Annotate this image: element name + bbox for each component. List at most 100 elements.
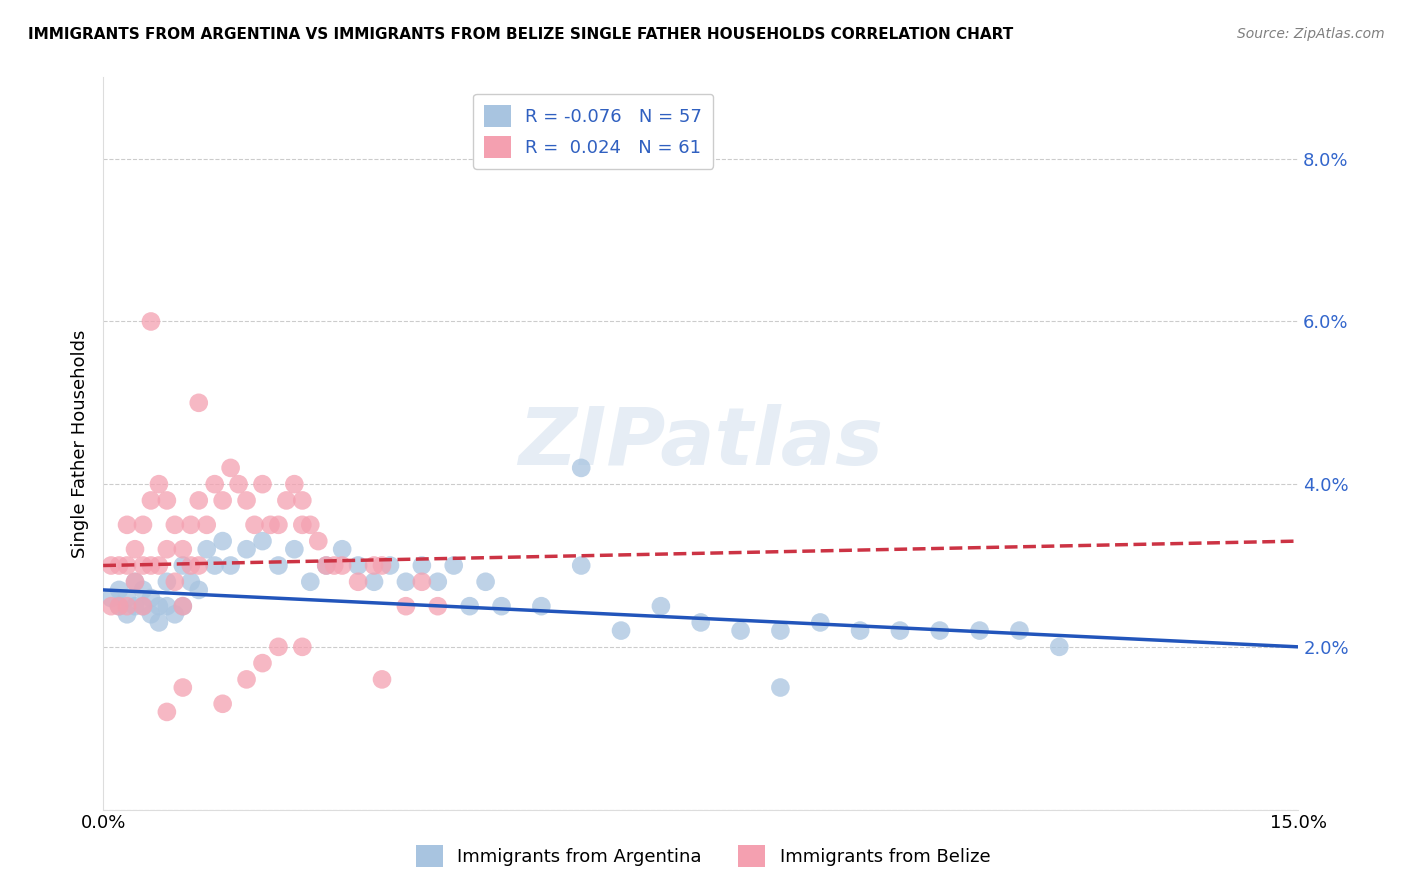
Point xyxy=(132,599,155,614)
Point xyxy=(323,558,346,573)
Point xyxy=(808,615,831,630)
Point xyxy=(252,477,274,491)
Point xyxy=(363,558,385,573)
Point xyxy=(172,599,194,614)
Point xyxy=(291,640,314,654)
Point xyxy=(132,599,155,614)
Point xyxy=(148,558,170,573)
Point xyxy=(132,582,155,597)
Point xyxy=(100,599,122,614)
Text: Source: ZipAtlas.com: Source: ZipAtlas.com xyxy=(1237,27,1385,41)
Point xyxy=(330,542,353,557)
Point xyxy=(299,517,322,532)
Point xyxy=(195,542,218,557)
Point xyxy=(211,697,233,711)
Legend: R = -0.076   N = 57, R =  0.024   N = 61: R = -0.076 N = 57, R = 0.024 N = 61 xyxy=(474,94,713,169)
Point xyxy=(163,517,186,532)
Point xyxy=(411,574,433,589)
Point xyxy=(187,493,209,508)
Point xyxy=(156,705,179,719)
Point xyxy=(363,574,385,589)
Point xyxy=(180,574,202,589)
Point xyxy=(172,542,194,557)
Point xyxy=(100,558,122,573)
Point xyxy=(115,607,138,622)
Point xyxy=(347,574,370,589)
Point xyxy=(180,517,202,532)
Point xyxy=(530,599,553,614)
Point xyxy=(115,517,138,532)
Point xyxy=(569,461,592,475)
Point xyxy=(330,558,353,573)
Point xyxy=(228,477,250,491)
Point xyxy=(187,582,209,597)
Point xyxy=(219,558,242,573)
Point xyxy=(769,624,792,638)
Point xyxy=(108,599,131,614)
Point xyxy=(124,599,146,614)
Point xyxy=(307,534,329,549)
Point xyxy=(267,640,290,654)
Point xyxy=(148,477,170,491)
Point xyxy=(139,493,162,508)
Point xyxy=(163,607,186,622)
Point xyxy=(769,681,792,695)
Point xyxy=(1008,624,1031,638)
Point xyxy=(491,599,513,614)
Point xyxy=(243,517,266,532)
Point xyxy=(259,517,281,532)
Point xyxy=(730,624,752,638)
Point xyxy=(347,558,370,573)
Point xyxy=(172,681,194,695)
Point xyxy=(132,517,155,532)
Legend: Immigrants from Argentina, Immigrants from Belize: Immigrants from Argentina, Immigrants fr… xyxy=(409,838,997,874)
Point xyxy=(139,314,162,328)
Point xyxy=(156,574,179,589)
Point xyxy=(610,624,633,638)
Point xyxy=(100,591,122,605)
Point xyxy=(163,574,186,589)
Point xyxy=(139,607,162,622)
Point xyxy=(395,574,418,589)
Point xyxy=(299,574,322,589)
Point xyxy=(283,477,305,491)
Text: IMMIGRANTS FROM ARGENTINA VS IMMIGRANTS FROM BELIZE SINGLE FATHER HOUSEHOLDS COR: IMMIGRANTS FROM ARGENTINA VS IMMIGRANTS … xyxy=(28,27,1014,42)
Point xyxy=(276,493,298,508)
Point xyxy=(108,582,131,597)
Point xyxy=(211,493,233,508)
Point xyxy=(474,574,496,589)
Point xyxy=(889,624,911,638)
Point xyxy=(139,591,162,605)
Point xyxy=(172,558,194,573)
Point xyxy=(426,599,449,614)
Point xyxy=(291,493,314,508)
Point xyxy=(283,542,305,557)
Point xyxy=(650,599,672,614)
Point xyxy=(411,558,433,573)
Point xyxy=(115,591,138,605)
Point xyxy=(443,558,465,573)
Point xyxy=(969,624,991,638)
Point xyxy=(378,558,401,573)
Y-axis label: Single Father Households: Single Father Households xyxy=(72,329,89,558)
Point xyxy=(108,599,131,614)
Point xyxy=(115,558,138,573)
Point xyxy=(195,517,218,532)
Point xyxy=(156,599,179,614)
Point xyxy=(849,624,872,638)
Text: ZIPatlas: ZIPatlas xyxy=(519,404,883,483)
Point xyxy=(180,558,202,573)
Point xyxy=(928,624,950,638)
Point xyxy=(235,542,257,557)
Point xyxy=(148,615,170,630)
Point xyxy=(1047,640,1070,654)
Point xyxy=(124,574,146,589)
Point xyxy=(156,493,179,508)
Point xyxy=(315,558,337,573)
Point xyxy=(267,517,290,532)
Point xyxy=(252,534,274,549)
Point xyxy=(124,542,146,557)
Point xyxy=(139,558,162,573)
Point xyxy=(187,558,209,573)
Point xyxy=(569,558,592,573)
